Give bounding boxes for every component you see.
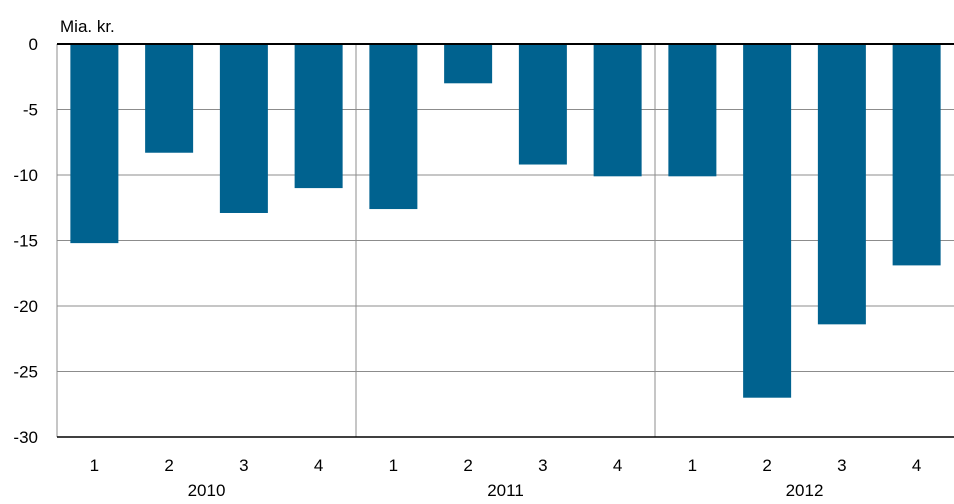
x-tick-label: 2 <box>463 456 472 475</box>
bar <box>294 44 343 189</box>
group-label: 2010 <box>188 481 226 499</box>
x-tick-label: 4 <box>613 456 622 475</box>
x-tick-label: 2 <box>762 456 771 475</box>
x-tick-label: 1 <box>389 456 398 475</box>
x-tick-label: 1 <box>688 456 697 475</box>
bar <box>817 44 866 325</box>
y-tick-label: -25 <box>13 363 38 382</box>
x-tick-label: 3 <box>837 456 846 475</box>
axes: 0 -5 -10 -15 -20 -25 -30 1 2 3 4 1 2 3 4 1 2 3 4 2010 2011 20… <box>13 35 954 500</box>
bar <box>369 44 418 210</box>
y-tick-label: 0 <box>29 35 38 54</box>
bar <box>219 44 268 213</box>
bar <box>444 44 493 84</box>
y-tick-label: -15 <box>13 232 38 251</box>
group-label: 2012 <box>786 481 824 499</box>
group-label: 2011 <box>487 481 524 499</box>
y-axis-title: Mia. kr. <box>60 17 115 36</box>
y-tick-label: -20 <box>13 297 38 316</box>
x-tick-label: 3 <box>538 456 547 475</box>
bar <box>892 44 941 266</box>
bar <box>743 44 792 398</box>
x-tick-label: 4 <box>314 456 323 475</box>
bar <box>668 44 717 177</box>
bars <box>70 44 941 398</box>
bar <box>593 44 642 177</box>
bar <box>518 44 567 165</box>
y-tick-label: -30 <box>13 428 38 447</box>
y-tick-label: -5 <box>23 101 38 120</box>
x-tick-label: 2 <box>164 456 173 475</box>
x-tick-label: 4 <box>912 456 921 475</box>
bar <box>145 44 194 153</box>
y-tick-label: -10 <box>13 166 38 185</box>
x-tick-label: 3 <box>239 456 248 475</box>
x-tick-label: 1 <box>90 456 99 475</box>
bar <box>70 44 119 244</box>
